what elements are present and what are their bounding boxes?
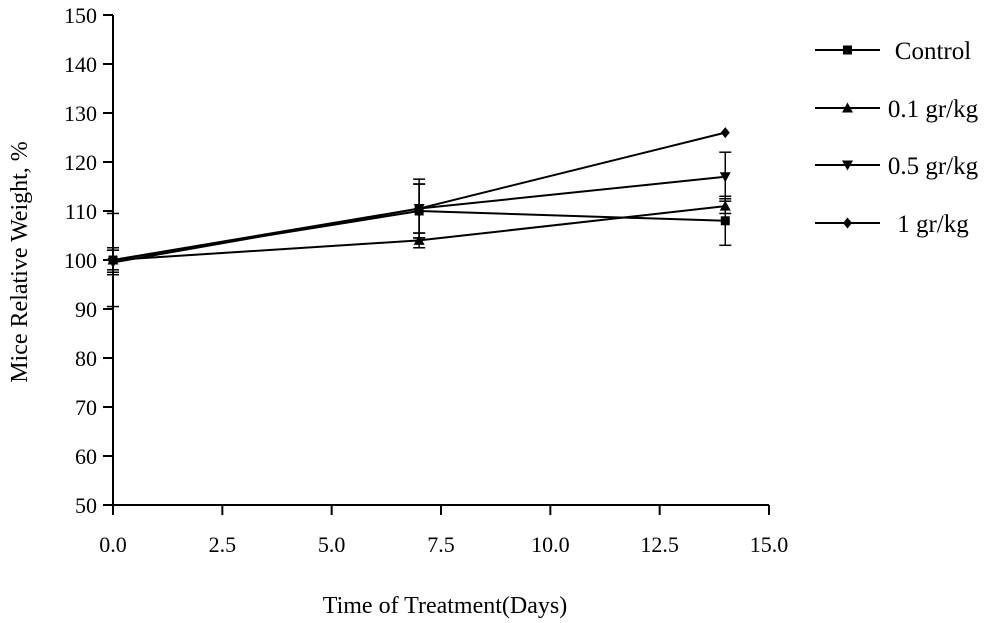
legend-marker <box>842 102 853 113</box>
x-ticks: 0.0 2.5 5.0 7.5 10.0 12.5 15.0 <box>99 505 788 557</box>
x-tick-label: 5.0 <box>318 532 346 557</box>
legend-label: 0.5 gr/kg <box>888 153 979 180</box>
legend-item: 0.1 gr/kg <box>815 96 979 123</box>
legend-item: 1 gr/kg <box>815 211 969 238</box>
y-axis-title: Mice Relative Weight, % <box>7 141 33 383</box>
y-ticks: 50 60 70 80 90 100 110 120 130 140 150 <box>64 3 113 518</box>
x-tick-label: 10.0 <box>531 532 570 557</box>
data-point <box>719 200 731 211</box>
y-tick-label: 130 <box>64 101 97 126</box>
legend-marker <box>842 160 853 171</box>
y-tick-label: 100 <box>64 248 97 273</box>
legend-item: 0.5 gr/kg <box>815 153 979 180</box>
x-tick-label: 15.0 <box>750 532 789 557</box>
x-tick-label: 2.5 <box>209 532 237 557</box>
legend: Control 0.1 gr/kg 0.5 gr/kg 1 gr/kg <box>815 38 979 238</box>
legend-marker <box>843 217 852 229</box>
y-tick-label: 150 <box>64 3 97 28</box>
legend-label: 0.1 gr/kg <box>888 96 979 123</box>
y-tick-label: 120 <box>64 150 97 175</box>
x-tick-label: 0.0 <box>99 532 127 557</box>
y-tick-label: 140 <box>64 52 97 77</box>
y-tick-label: 70 <box>75 395 97 420</box>
y-tick-label: 60 <box>75 444 97 469</box>
series-4 <box>107 127 730 308</box>
legend-label: Control <box>895 38 971 65</box>
y-tick-label: 90 <box>75 297 97 322</box>
y-tick-label: 80 <box>75 346 97 371</box>
data-point <box>720 127 730 139</box>
data-point <box>719 172 731 183</box>
legend-label: 1 gr/kg <box>897 211 969 238</box>
x-tick-label: 7.5 <box>427 532 455 557</box>
y-tick-label: 110 <box>65 199 97 224</box>
data-point <box>720 216 730 226</box>
axes <box>112 15 769 506</box>
legend-item: Control <box>815 38 971 65</box>
data-point <box>414 203 424 215</box>
x-tick-label: 12.5 <box>640 532 679 557</box>
y-tick-label: 50 <box>75 493 97 518</box>
legend-marker <box>843 45 852 55</box>
series-layer <box>107 127 732 308</box>
data-point <box>108 254 118 266</box>
x-axis-title: Time of Treatment(Days) <box>323 593 567 619</box>
data-point <box>413 234 425 245</box>
